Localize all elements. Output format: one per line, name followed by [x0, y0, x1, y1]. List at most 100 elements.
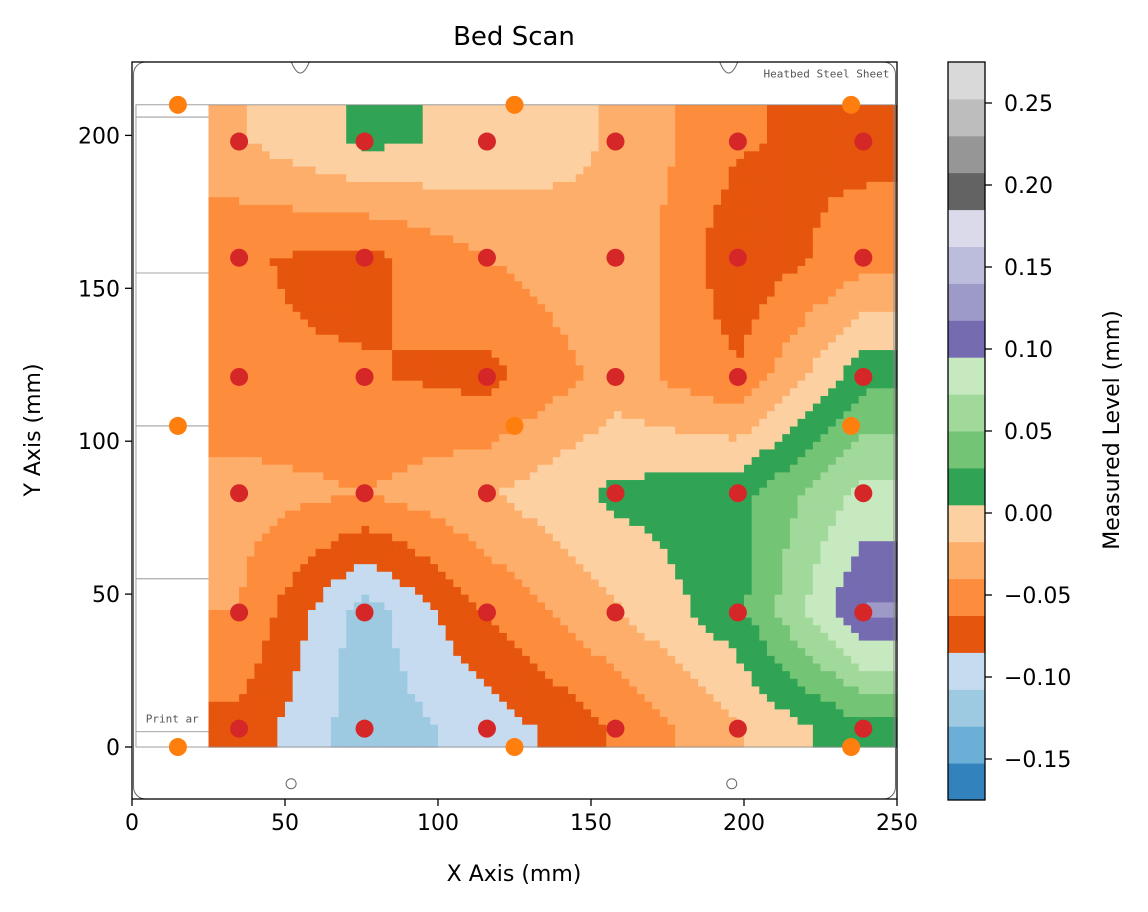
heatmap-cell	[744, 555, 753, 565]
heatmap-cell	[805, 617, 814, 626]
heatmap-cell	[285, 517, 294, 526]
heatmap-cell	[851, 471, 860, 481]
heatmap-cell	[744, 624, 753, 633]
heatmap-cell	[537, 456, 546, 465]
heatmap-cell	[812, 647, 822, 656]
heatmap-cell	[300, 418, 309, 427]
heatmap-cell	[315, 701, 324, 710]
heatmap-cell	[881, 563, 890, 572]
heatmap-cell	[751, 387, 760, 396]
heatmap-cell	[292, 685, 301, 695]
heatmap-cell	[277, 739, 286, 748]
heatmap-cell	[820, 617, 829, 626]
heatmap-cell	[613, 410, 623, 419]
heatmap-cell	[246, 739, 255, 748]
heatmap-cell	[476, 425, 485, 435]
heatmap-cell	[399, 617, 408, 626]
heatmap-cell	[560, 517, 569, 526]
heatmap-cell	[514, 571, 523, 580]
heatmap-cell	[338, 670, 347, 679]
heatmap-cell	[644, 402, 653, 412]
heatmap-cell	[537, 678, 546, 687]
heatmap-cell	[713, 464, 722, 473]
heatmap-cell	[629, 571, 638, 580]
heatmap-cell	[369, 502, 378, 511]
heatmap-cell	[415, 448, 424, 458]
heatmap-cell	[231, 655, 240, 664]
heatmap-cell	[262, 349, 271, 358]
heatmap-cell	[866, 510, 875, 519]
heatmap-cell	[591, 418, 600, 427]
heatmap-cell	[529, 639, 539, 649]
heatmap-cell	[476, 594, 485, 603]
heatmap-cell	[598, 364, 607, 373]
heatmap-cell	[491, 402, 500, 412]
heatmap-cell	[705, 639, 714, 649]
heatmap-cell	[843, 402, 852, 412]
heatmap-cell	[621, 349, 630, 358]
heatmap-cell	[216, 357, 225, 366]
heatmap-cell	[613, 632, 623, 641]
heatmap-cell	[881, 655, 890, 664]
heatmap-cell	[361, 578, 370, 588]
heatmap-cell	[285, 525, 294, 534]
heatmap-cell	[591, 479, 600, 488]
heatmap-cell	[514, 494, 523, 503]
heatmap-cell	[407, 540, 416, 549]
heatmap-cell	[591, 433, 600, 442]
heatmap-cell	[705, 441, 714, 450]
heatmap-cell	[874, 678, 883, 687]
heatmap-cell	[721, 578, 730, 588]
heatmap-cell	[881, 372, 890, 381]
heatmap-cell	[805, 418, 814, 427]
heatmap-cell	[292, 448, 301, 458]
heatmap-cell	[407, 464, 416, 473]
heatmap-cell	[208, 647, 217, 656]
heatmap-cell	[300, 586, 309, 595]
heatmap-cell	[682, 632, 692, 641]
heatmap-cell	[285, 364, 294, 373]
heatmap-cell	[843, 380, 852, 389]
heatmap-cell	[384, 441, 393, 450]
heatmap-cell	[805, 395, 814, 404]
heatmap-cell	[407, 326, 416, 335]
heatmap-cell	[369, 540, 378, 549]
heatmap-cell	[835, 716, 845, 725]
heatmap-cell	[552, 410, 561, 419]
heatmap-cell	[866, 357, 875, 366]
heatmap-cell	[797, 456, 806, 465]
heatmap-cell	[659, 639, 669, 649]
heatmap-cell	[491, 594, 500, 603]
heatmap-cell	[644, 685, 653, 695]
heatmap-cell	[606, 693, 615, 702]
heatmap-cell	[560, 685, 569, 695]
heatmap-cell	[338, 563, 347, 572]
heatmap-cell	[789, 685, 799, 695]
heatmap-cell	[323, 617, 332, 626]
heatmap-cell	[568, 456, 577, 465]
heatmap-cell	[851, 502, 860, 511]
heatmap-cell	[782, 402, 791, 412]
heatmap-cell	[552, 341, 561, 351]
heatmap-cell	[422, 693, 431, 702]
heatmap-cell	[698, 540, 707, 549]
heatmap-cell	[583, 624, 592, 633]
heatmap-cell	[874, 410, 883, 419]
heatmap-cell	[766, 701, 776, 710]
heatmap-cell	[828, 364, 837, 373]
heatmap-cell	[667, 448, 676, 458]
heatmap-cell	[705, 525, 714, 534]
heatmap-cell	[269, 731, 278, 740]
heatmap-cell	[338, 624, 347, 633]
heatmap-cell	[751, 395, 760, 404]
heatmap-cell	[300, 601, 309, 610]
heatmap-cell	[216, 464, 225, 473]
heatmap-cell	[392, 609, 401, 618]
heatmap-cell	[568, 517, 577, 526]
heatmap-cell	[269, 448, 278, 458]
heatmap-cell	[881, 555, 890, 565]
heatmap-cell	[843, 540, 852, 549]
heatmap-cell	[231, 402, 240, 412]
heatmap-cell	[789, 617, 799, 626]
heatmap-cell	[652, 341, 661, 351]
